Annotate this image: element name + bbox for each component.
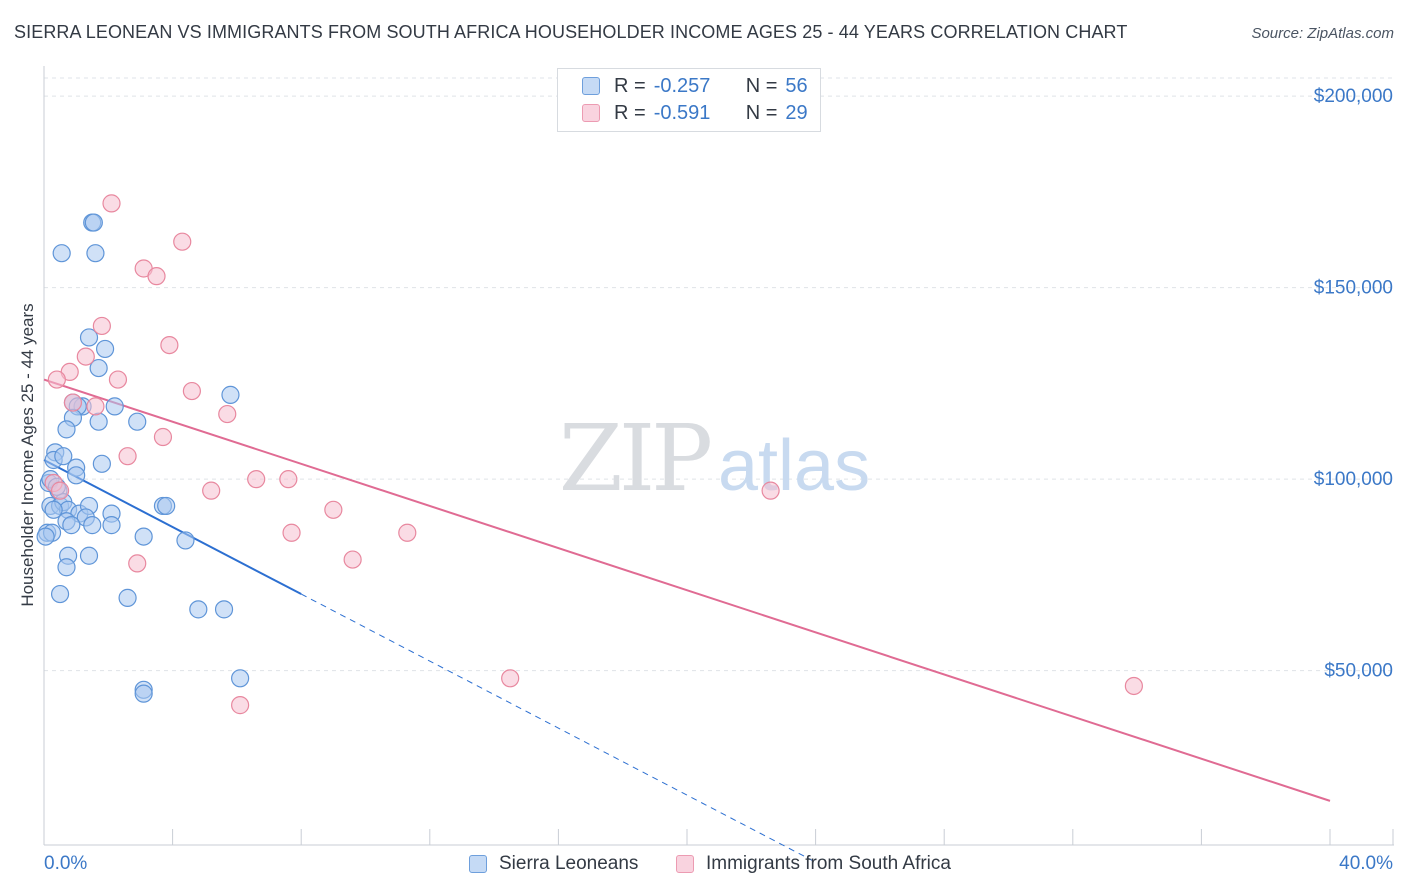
point-sierra-leonean [189, 600, 208, 619]
point-sierra-leonean [105, 397, 124, 416]
trend-line-extension-dashed [300, 593, 816, 863]
point-south-africa [398, 523, 417, 542]
point-sierra-leonean [36, 527, 55, 546]
r-value-sierra-leoneans: -0.257 [653, 74, 711, 97]
point-sierra-leonean [102, 516, 121, 535]
trend-lines [43, 378, 1331, 863]
point-south-africa [279, 470, 298, 489]
point-sierra-leonean [176, 531, 195, 550]
point-sierra-leonean [57, 558, 76, 577]
blue-swatch-icon [469, 855, 487, 873]
point-sierra-leonean [57, 420, 76, 439]
n-label: N = [745, 74, 778, 97]
point-sierra-leonean [134, 684, 153, 703]
point-south-africa [173, 232, 192, 251]
bottom-legend-label: Sierra Leoneans [499, 853, 639, 874]
point-sierra-leonean [84, 213, 103, 232]
point-south-africa [247, 470, 266, 489]
point-south-africa [282, 523, 301, 542]
point-south-africa [92, 316, 111, 336]
source-credit: Source: ZipAtlas.com [1251, 25, 1394, 42]
point-sierra-leonean [79, 546, 99, 565]
point-sierra-leonean [95, 339, 115, 359]
watermark-zip: ZIP [559, 405, 710, 512]
legend-row-south-africa: R = -0.591 N = 29 [582, 101, 808, 125]
point-sierra-leonean [52, 244, 71, 263]
bottom-legend-south-africa: Immigrants from South Africa [676, 852, 951, 876]
watermark-atlas: atlas [718, 426, 870, 506]
point-south-africa [76, 347, 95, 366]
n-label: N = [745, 101, 778, 124]
point-sierra-leonean [83, 516, 102, 535]
point-south-africa [86, 397, 105, 416]
r-value-south-africa: -0.591 [653, 101, 711, 124]
point-south-africa [160, 336, 179, 355]
point-sierra-leonean [231, 669, 250, 688]
chart-title: SIERRA LEONEAN VS IMMIGRANTS FROM SOUTH … [14, 22, 1128, 42]
point-south-africa [118, 447, 137, 466]
tick-labels: $50,000 $100,000 $150,000 $200,000 0.0% 40.0% [44, 86, 1393, 874]
point-sierra-leonean [134, 527, 153, 546]
pink-swatch-icon [582, 104, 600, 122]
point-sierra-leonean [221, 385, 240, 404]
point-south-africa [108, 370, 128, 389]
point-sierra-leonean [54, 447, 73, 466]
point-south-africa [218, 404, 237, 424]
point-sierra-leonean [62, 516, 81, 535]
point-sierra-leonean [92, 454, 111, 473]
point-south-africa [501, 669, 520, 688]
trend-line-south-africa [43, 378, 1331, 802]
point-sierra-leonean [89, 358, 108, 378]
point-south-africa [231, 696, 250, 715]
point-sierra-leonean [89, 412, 108, 431]
x-tick-label-max: 40.0% [1339, 853, 1393, 874]
point-sierra-leonean [67, 466, 86, 485]
point-sierra-leonean [118, 588, 137, 607]
y-tick-label: $50,000 [1324, 661, 1393, 682]
y-tick-label: $200,000 [1314, 86, 1393, 107]
point-south-africa [128, 554, 147, 573]
point-south-africa [102, 194, 121, 213]
r-label: R = [614, 74, 646, 97]
blue-swatch-icon [582, 77, 600, 95]
n-value-sierra-leoneans: 56 [785, 74, 808, 97]
legend-row-sierra-leoneans: R = -0.257 N = 56 [582, 74, 808, 98]
point-south-africa [761, 481, 780, 500]
pink-swatch-icon [676, 855, 694, 873]
point-sierra-leonean [214, 600, 234, 619]
point-south-africa [50, 481, 70, 500]
point-south-africa [63, 393, 83, 412]
y-tick-label: $100,000 [1314, 469, 1393, 490]
axes [43, 66, 1394, 846]
point-south-africa [1124, 676, 1143, 696]
point-south-africa [202, 481, 221, 500]
y-tick-label: $150,000 [1314, 278, 1393, 299]
n-value-south-africa: 29 [785, 101, 808, 124]
point-sierra-leonean [86, 244, 105, 263]
data-points [36, 194, 1143, 715]
zipatlas-watermark: ZIP atlas [559, 405, 870, 512]
trend-line-sierra-leonean [43, 459, 302, 595]
point-sierra-leonean [44, 500, 63, 519]
r-label: R = [614, 101, 646, 124]
correlation-legend: R = -0.257 N = 56 R = -0.591 N = 29 [557, 68, 821, 132]
point-sierra-leonean [79, 328, 99, 347]
point-south-africa [182, 381, 201, 401]
point-south-africa [343, 550, 362, 569]
point-south-africa [147, 267, 166, 286]
point-south-africa [153, 427, 173, 447]
point-sierra-leonean [157, 496, 176, 516]
bottom-legend-sierra-leoneans: Sierra Leoneans [469, 852, 638, 876]
point-south-africa [47, 370, 66, 389]
gridlines [44, 77, 1394, 672]
point-sierra-leonean [50, 584, 70, 604]
point-south-africa [324, 500, 343, 519]
x-tick-label-min: 0.0% [44, 853, 87, 874]
bottom-legend-label: Immigrants from South Africa [706, 853, 951, 874]
point-sierra-leonean [128, 412, 147, 431]
